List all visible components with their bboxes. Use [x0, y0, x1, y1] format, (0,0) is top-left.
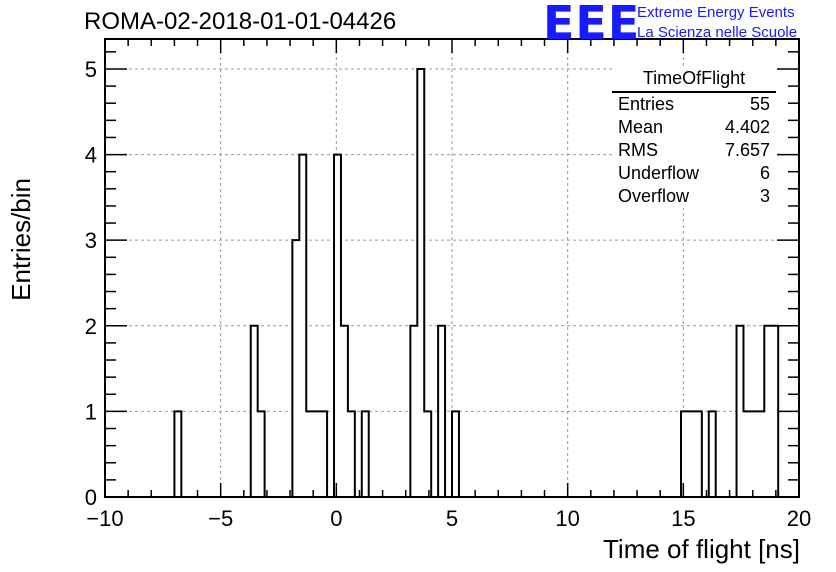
y-tick-label: 4 — [85, 143, 97, 168]
y-axis-label: Entries/bin — [6, 178, 36, 301]
y-tick-label: 3 — [85, 228, 97, 253]
statistics-box: TimeOfFlight Entries 55 Mean 4.402 RMS 7… — [612, 66, 776, 208]
y-tick-label: 2 — [85, 314, 97, 339]
eee-logo-mark: EEE — [543, 0, 641, 50]
histogram-bin — [361, 411, 369, 497]
histogram-bin — [250, 325, 258, 497]
histogram-bin — [174, 411, 182, 497]
stats-row-overflow: Overflow 3 — [612, 185, 776, 208]
histogram-bin — [292, 240, 300, 498]
x-axis-label: Time of flight [ns] — [603, 534, 800, 564]
histogram-bin — [687, 411, 695, 497]
histogram-bin — [306, 411, 314, 497]
stats-row-mean: Mean 4.402 — [612, 116, 776, 139]
stats-label: RMS — [618, 140, 658, 160]
histogram-bin — [320, 411, 328, 497]
histogram-bin — [708, 411, 716, 497]
histogram-bin — [424, 411, 432, 497]
histogram-bin — [771, 325, 779, 497]
logo-line-1: Extreme Energy Events — [637, 4, 795, 21]
x-tick-label: −10 — [86, 506, 123, 531]
stats-label: Entries — [618, 94, 675, 114]
stats-value: 7.657 — [724, 140, 770, 160]
x-tick-label: 15 — [671, 506, 695, 531]
histogram-bin — [257, 411, 265, 497]
x-tick-label: 0 — [330, 506, 342, 531]
stats-value: 55 — [749, 94, 770, 114]
x-tick-label: 5 — [446, 506, 458, 531]
x-tick-label: 20 — [787, 506, 811, 531]
stats-label: Underflow — [618, 163, 700, 183]
eee-logo-text: Extreme Energy Events La Scienza nelle S… — [637, 3, 797, 43]
chart-title: ROMA-02-2018-01-01-04426 — [84, 8, 397, 35]
histogram-bin — [757, 411, 765, 497]
x-tick-label: −5 — [208, 506, 233, 531]
logo-line-2: La Scienza nelle Scuole — [637, 24, 798, 41]
histogram-bin — [438, 325, 446, 497]
histogram-bin — [340, 325, 348, 497]
stats-value: 6 — [759, 163, 770, 183]
histogram-bin — [299, 154, 307, 497]
histogram-bin — [334, 154, 341, 497]
stats-label: Overflow — [618, 186, 690, 206]
stats-value: 4.402 — [724, 117, 770, 137]
histogram-outline — [173, 67, 780, 497]
histogram-bin — [694, 411, 702, 497]
y-tick-label: 1 — [85, 399, 97, 424]
stats-row-underflow: Underflow 6 — [612, 162, 776, 185]
histogram-bin — [681, 411, 688, 497]
x-tick-label: 10 — [555, 506, 579, 531]
axis-tick-labels: −10 −5 0 5 10 15 20 0 1 2 3 4 5 — [85, 57, 811, 531]
histogram-bin — [313, 411, 321, 497]
histogram-bin — [750, 411, 758, 497]
axis-ticks — [104, 39, 800, 498]
histogram-bin — [764, 325, 772, 497]
stats-label: Mean — [618, 117, 664, 137]
y-tick-label: 5 — [85, 57, 97, 82]
y-tick-label: 0 — [85, 485, 97, 510]
stats-value: 3 — [759, 186, 770, 206]
histogram-bin — [452, 411, 459, 497]
statistics-title: TimeOfFlight — [612, 66, 776, 93]
histogram-bin — [417, 68, 425, 497]
stats-row-rms: RMS 7.657 — [612, 139, 776, 162]
histogram-bin — [410, 325, 418, 497]
stats-row-entries: Entries 55 — [612, 93, 776, 116]
histogram-bin — [743, 411, 751, 497]
histogram-bins — [174, 68, 779, 498]
histogram-bin — [347, 411, 355, 497]
plot-frame — [104, 38, 800, 498]
histogram-bin — [736, 325, 744, 497]
